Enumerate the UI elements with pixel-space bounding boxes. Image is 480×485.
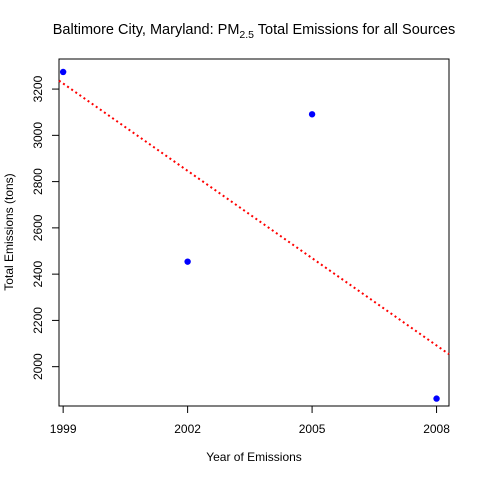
plot-frame bbox=[58, 58, 450, 407]
x-axis-label: Year of Emissions bbox=[206, 450, 302, 464]
y-axis-label: Total Emissions (tons) bbox=[2, 173, 16, 290]
data-point bbox=[59, 68, 67, 76]
data-point bbox=[184, 258, 191, 265]
x-tick-label: 2002 bbox=[174, 422, 201, 436]
chart-title-subscript: 2.5 bbox=[239, 29, 254, 41]
x-tick-label: 2008 bbox=[423, 422, 450, 436]
y-tick-label: 2200 bbox=[31, 307, 45, 334]
chart-title: Baltimore City, Maryland: PM2.5 Total Em… bbox=[53, 22, 455, 41]
data-point bbox=[308, 111, 316, 118]
trend-line bbox=[58, 79, 450, 355]
x-axis: 1999 2002 2005 2008 bbox=[50, 406, 450, 436]
points-layer bbox=[59, 68, 440, 402]
y-tick-label: 3000 bbox=[31, 122, 45, 149]
y-axis: 2000 2200 2400 2600 2800 3000 3200 bbox=[31, 75, 59, 380]
chart-title-suffix: Total Emissions for all Sources bbox=[254, 22, 455, 38]
y-tick-label: 2600 bbox=[31, 214, 45, 241]
trend-layer bbox=[58, 79, 450, 355]
data-point bbox=[433, 395, 440, 402]
y-tick-label: 2400 bbox=[31, 260, 45, 287]
y-tick-label: 2000 bbox=[31, 353, 45, 380]
y-tick-label: 3200 bbox=[31, 75, 45, 102]
x-tick-label: 1999 bbox=[50, 422, 77, 436]
chart-title-prefix: Baltimore City, Maryland: PM bbox=[53, 22, 240, 38]
x-tick-label: 2005 bbox=[299, 422, 326, 436]
y-tick-label: 2800 bbox=[31, 168, 45, 195]
